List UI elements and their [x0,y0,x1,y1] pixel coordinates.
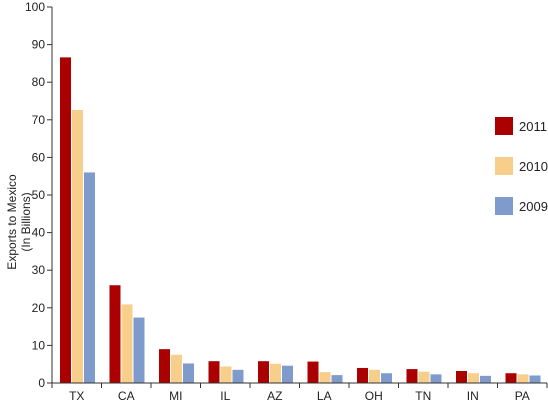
bar-tn-2010 [418,371,430,383]
y-tick-label: 70 [32,113,46,127]
y-tick-label: 10 [32,338,46,352]
bar-pa-2011 [505,373,517,383]
bar-il-2009 [232,369,244,383]
bar-ca-2011 [109,285,121,383]
y-tick-label: 50 [32,188,46,202]
bar-oh-2011 [357,367,368,383]
bar-oh-2010 [369,369,380,383]
bar-az-2011 [258,361,269,383]
bars [60,57,541,384]
bar-la-2011 [307,361,319,383]
y-tick-label: 80 [32,75,46,89]
x-tick-label: TX [69,389,84,403]
bar-pa-2009 [529,375,541,383]
bar-la-2009 [331,375,343,383]
y-axis-title-line-1: Exports to Mexico [5,174,19,270]
bar-tx-2009 [84,172,95,383]
bar-tx-2011 [60,57,71,383]
bar-il-2010 [220,366,232,383]
bar-az-2010 [270,363,281,383]
x-tick-label: IL [220,389,230,403]
bar-il-2011 [208,361,220,383]
legend-swatch-2009 [495,197,513,215]
bar-az-2009 [282,365,293,383]
x-tick-label: CA [118,389,135,403]
x-tick-label: PA [515,389,530,403]
x-tick-label: TN [415,389,431,403]
legend-swatch-2011 [495,117,513,135]
y-tick-label: 90 [32,38,46,52]
bar-in-2010 [468,373,479,383]
bar-ca-2010 [121,304,133,383]
y-tick-label: 60 [32,150,46,164]
bar-pa-2010 [517,374,529,383]
bar-tn-2009 [430,374,442,383]
x-tick-label: MI [169,389,182,403]
bar-tn-2011 [406,369,418,383]
legend-swatch-2010 [495,157,513,175]
legend-label-2011: 2011 [519,119,547,134]
y-tick-label: 30 [32,263,46,277]
y-axis-ticks: 0 10 20 30 40 50 60 70 80 90 100 [25,0,53,390]
x-axis: TX CA MI IL AZ LA OH TN IN PA [51,382,548,403]
y-tick-label: 100 [25,0,45,14]
legend-label-2009: 2009 [519,199,548,214]
x-tick-label: LA [317,389,332,403]
bar-oh-2009 [381,373,392,383]
legend: 2011 2010 2009 [495,117,548,215]
bar-tx-2010 [72,110,83,384]
legend-label-2010: 2010 [519,159,548,174]
bar-mi-2011 [159,349,170,383]
bar-in-2009 [480,375,491,383]
bar-in-2011 [456,370,467,383]
x-tick-label: AZ [267,389,282,403]
y-axis-title: Exports to Mexico (In Billions) [5,174,33,270]
bar-la-2010 [319,372,331,383]
y-axis-title-line-2: (In Billions) [19,192,33,251]
x-tick-label: OH [365,389,383,403]
bar-mi-2010 [171,354,182,383]
bar-ca-2009 [133,317,145,383]
x-tick-label: IN [467,389,479,403]
y-tick-label: 0 [38,376,45,390]
y-tick-label: 20 [32,301,46,315]
y-tick-label: 40 [32,226,46,240]
bar-mi-2009 [183,363,194,383]
